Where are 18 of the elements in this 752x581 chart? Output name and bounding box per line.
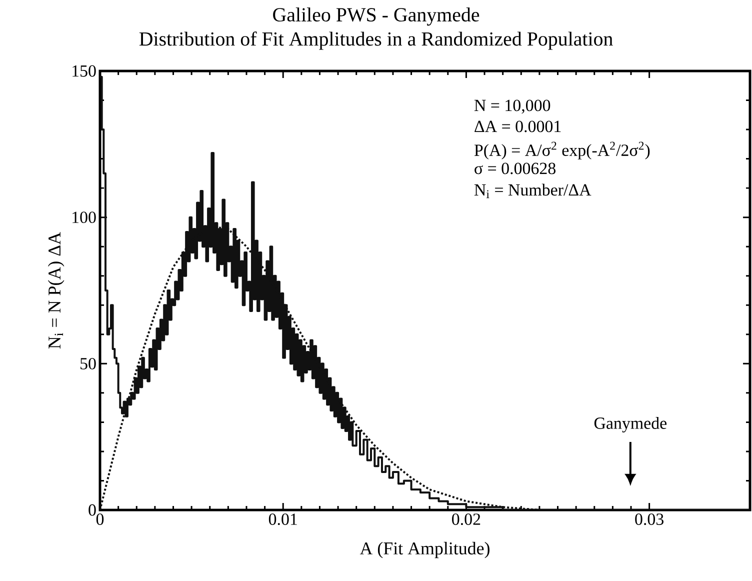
y-tick-label: 50: [80, 358, 96, 370]
annotation: N = 10,000: [474, 100, 550, 114]
y-tick-label: 100: [72, 212, 96, 224]
x-tick-label: 0.02: [452, 514, 480, 526]
annotation: N$_{i}$ = Number/ΔA: [474, 184, 592, 198]
y-axis-title: N$_{i}$ = N P(A) ΔA: [48, 232, 64, 349]
annotation: σ = 0.00628: [474, 162, 556, 174]
y-tick-label: 150: [72, 65, 96, 77]
annotation: P(A) = A/σ$^{2}$ exp(-A$^{2}$/2σ$^{2}$): [474, 142, 650, 160]
annotation: Ganymede: [594, 417, 667, 432]
x-tick-label: 0: [96, 514, 104, 525]
x-tick-label: 0.01: [268, 514, 297, 526]
chart-title: Galileo PWS - Ganymede: [273, 8, 480, 26]
chart-subtitle: Distribution of Fit Amplitudes in a Randomized Population: [139, 32, 613, 50]
annotation: ΔA = 0.0001: [474, 120, 561, 132]
x-axis-title: A (Fit Amplitude): [360, 542, 490, 558]
y-tick-label: 0: [88, 504, 96, 516]
x-tick-label: 0.03: [635, 514, 664, 526]
